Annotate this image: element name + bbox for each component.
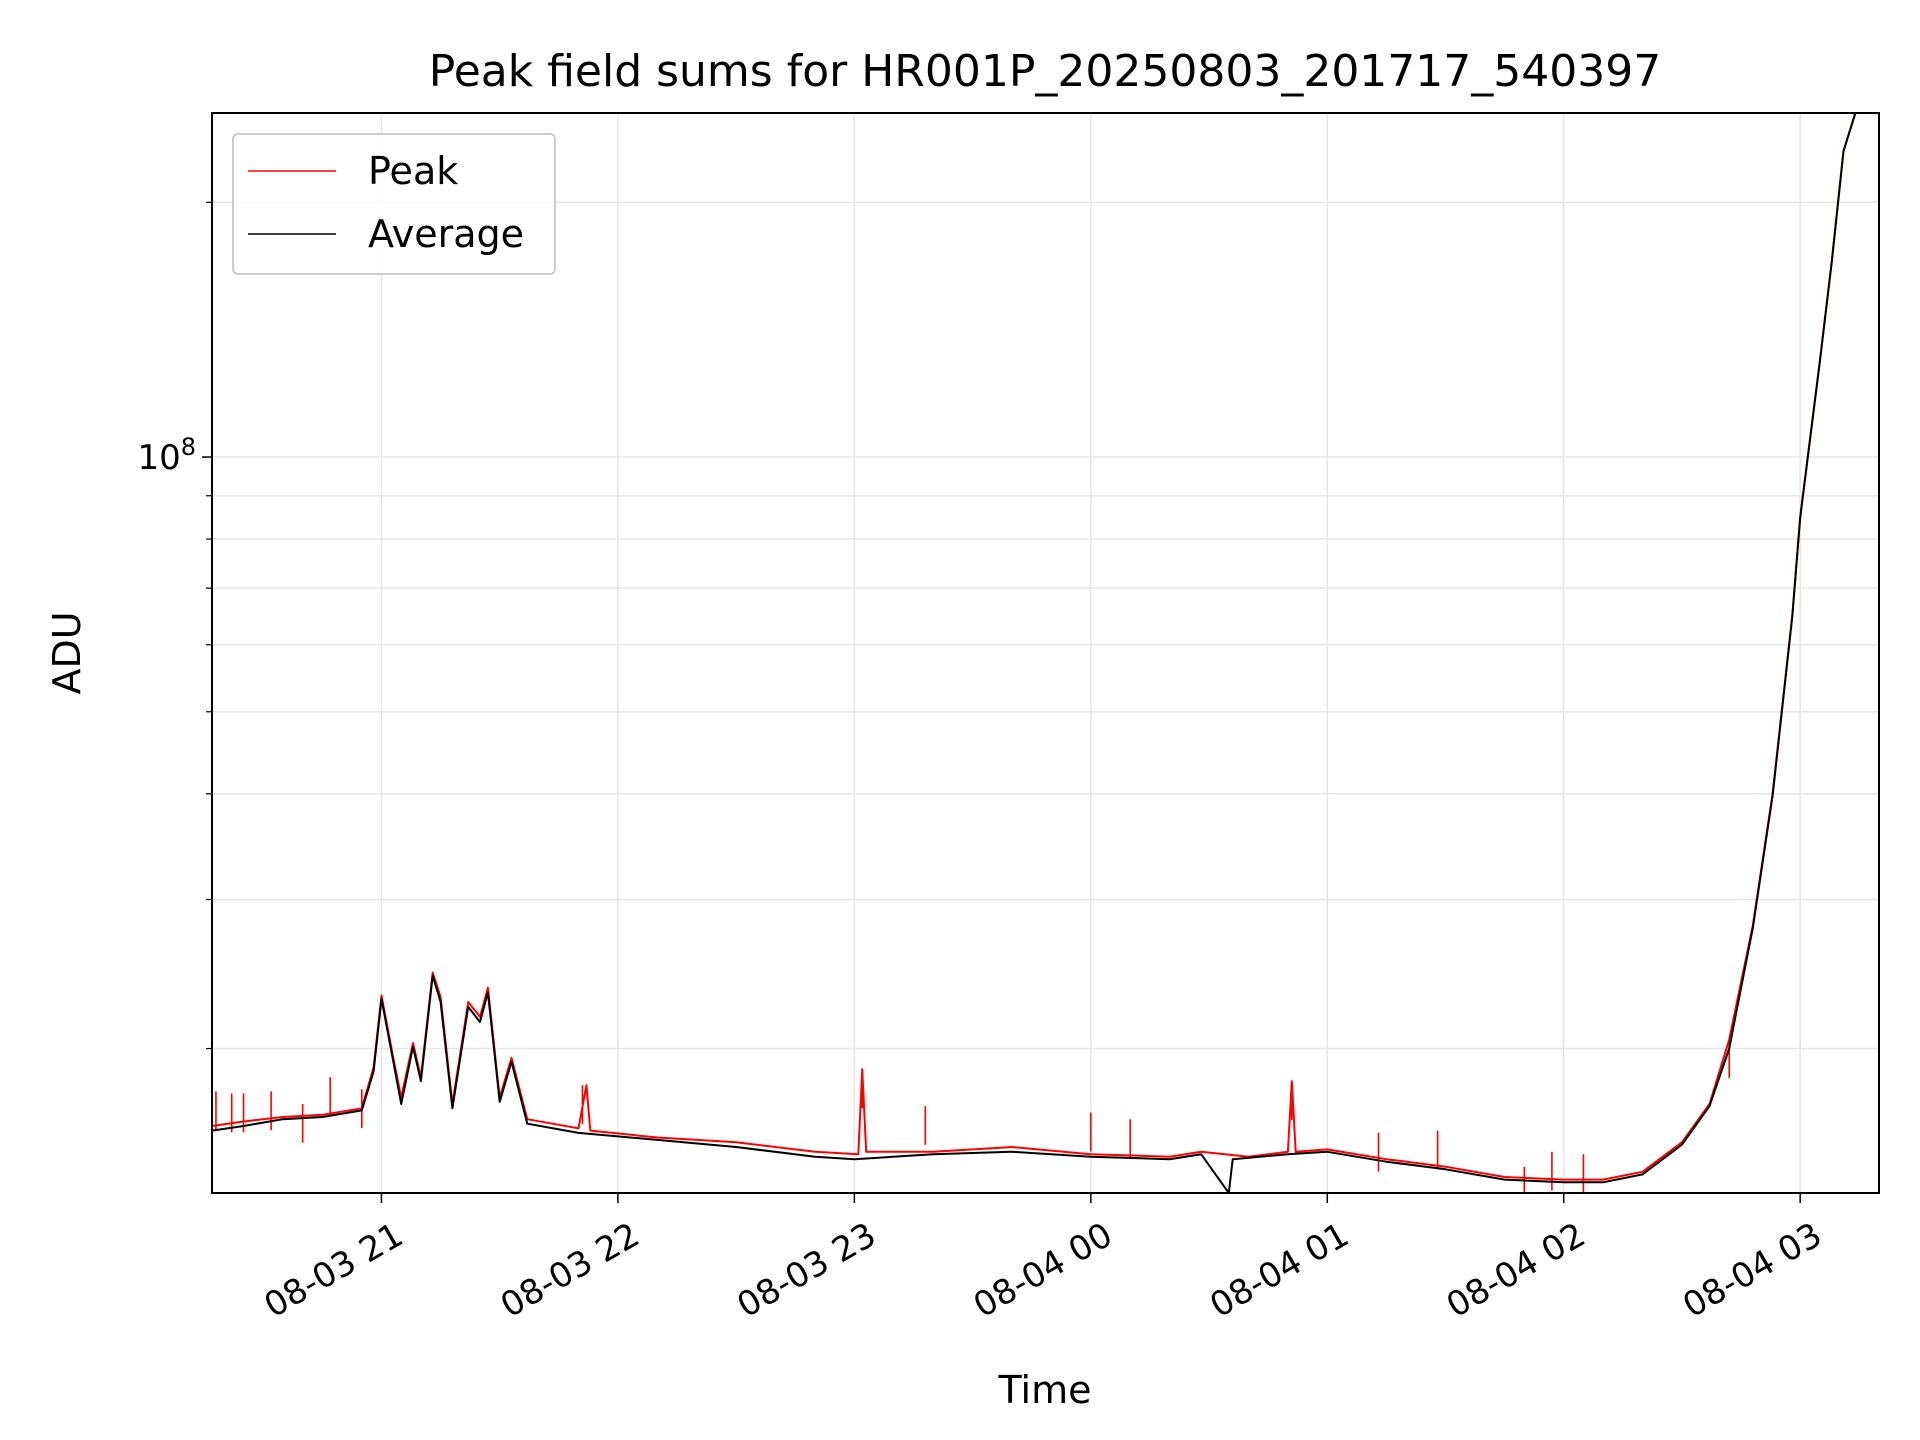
legend-box bbox=[232, 133, 556, 275]
y-axis-label: ADU bbox=[45, 611, 89, 694]
y-tick-label: 108 bbox=[137, 433, 196, 478]
grid bbox=[212, 113, 1879, 1193]
plot-frame bbox=[211, 112, 1880, 1194]
chart-title: Peak field sums for HR001P_20250803_2017… bbox=[429, 46, 1662, 97]
legend: Peak Average bbox=[232, 133, 556, 275]
series-average-line bbox=[212, 113, 1857, 1193]
legend-label-peak: Peak bbox=[368, 149, 458, 193]
legend-label-average: Average bbox=[368, 212, 524, 256]
x-axis-label: Time bbox=[998, 1368, 1092, 1412]
series-layer bbox=[212, 113, 1857, 1193]
